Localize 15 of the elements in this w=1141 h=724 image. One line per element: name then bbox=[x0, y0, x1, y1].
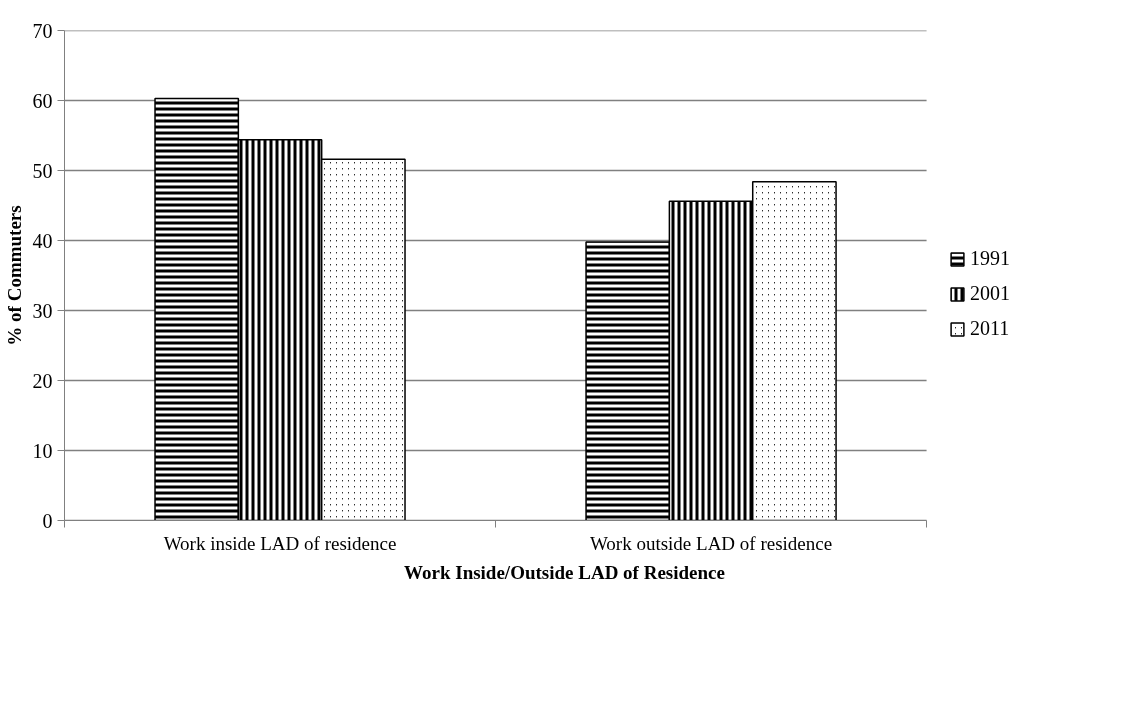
y-tick-label: 70 bbox=[32, 19, 53, 42]
y-tick-label: 30 bbox=[32, 299, 53, 322]
y-tick-label: 50 bbox=[32, 159, 53, 182]
y-tick-label: 40 bbox=[32, 229, 53, 252]
y-tick-label: 60 bbox=[32, 89, 53, 112]
legend-label: 2001 bbox=[970, 282, 1011, 305]
y-tick-label: 10 bbox=[32, 439, 53, 462]
x-axis-title: Work Inside/Outside LAD of Residence bbox=[404, 561, 725, 583]
x-tick-label: Work outside LAD of residence bbox=[589, 532, 833, 554]
legend-label: 2011 bbox=[970, 317, 1011, 340]
y-axis-title: % of Commuters bbox=[3, 205, 25, 346]
legend-label: 1991 bbox=[970, 247, 1011, 270]
x-tick-label: Work inside LAD of residence bbox=[163, 532, 397, 554]
y-tick-label: 0 bbox=[42, 509, 53, 532]
y-tick-label: 20 bbox=[32, 369, 53, 392]
